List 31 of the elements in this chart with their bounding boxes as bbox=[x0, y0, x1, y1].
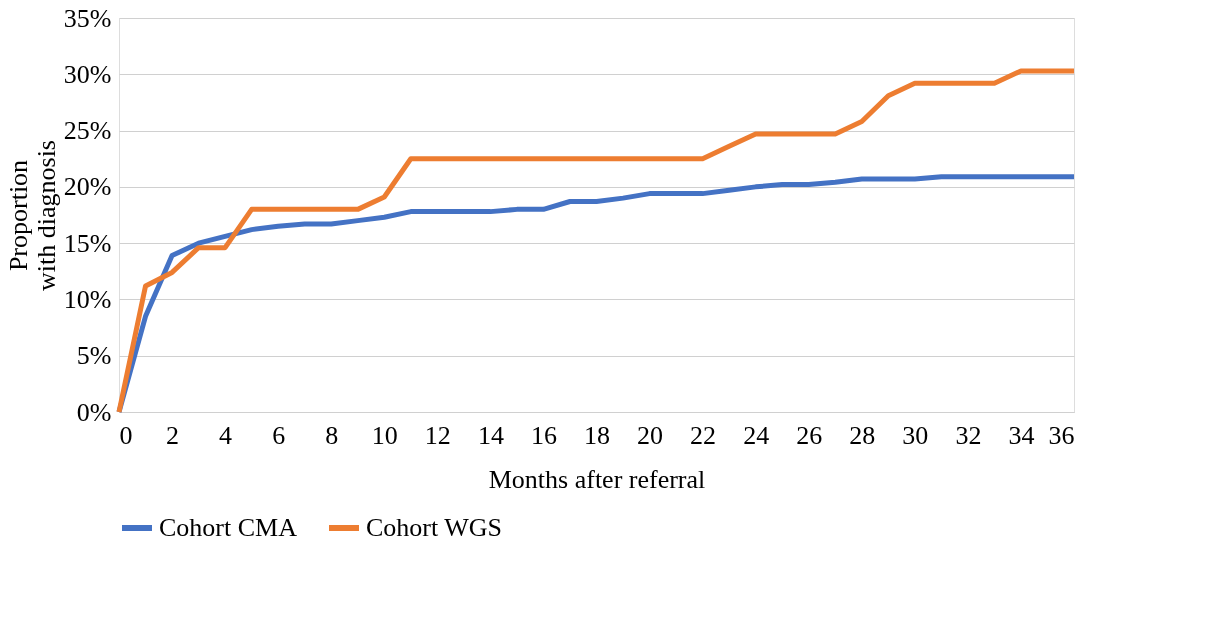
y-tick-label: 20% bbox=[63, 172, 112, 202]
x-tick-label: 16 bbox=[530, 420, 557, 450]
x-tick-label: 20 bbox=[637, 420, 664, 450]
x-tick-label: 2 bbox=[166, 420, 180, 450]
x-tick-label: 6 bbox=[272, 420, 286, 450]
x-tick-label: 14 bbox=[477, 420, 504, 450]
x-tick-label: 22 bbox=[690, 420, 717, 450]
y-tick-label: 5% bbox=[76, 341, 112, 371]
x-tick-label: 30 bbox=[902, 420, 929, 450]
y-tick-label: 25% bbox=[63, 116, 112, 146]
x-tick-label: 24 bbox=[743, 420, 770, 450]
legend-label: Cohort CMA bbox=[159, 513, 298, 542]
legend-label: Cohort WGS bbox=[366, 513, 503, 542]
x-tick-label: 26 bbox=[796, 420, 823, 450]
x-tick-label: 18 bbox=[584, 420, 610, 450]
y-tick-label: 0% bbox=[76, 397, 112, 427]
x-tick-label: 8 bbox=[325, 420, 339, 450]
x-tick-label: 4 bbox=[219, 420, 233, 450]
y-tick-label: 35% bbox=[63, 3, 112, 33]
x-tick-label: 12 bbox=[424, 420, 451, 450]
y-tick-label: 30% bbox=[63, 59, 112, 89]
y-tick-label: 15% bbox=[63, 228, 112, 258]
x-tick-label: 0 bbox=[119, 420, 133, 450]
x-tick-label: 32 bbox=[955, 420, 982, 450]
x-tick-label: 10 bbox=[371, 420, 398, 450]
x-tick-label: 36 bbox=[1048, 420, 1075, 450]
y-tick-label: 10% bbox=[63, 284, 112, 314]
x-tick-label: 28 bbox=[849, 420, 876, 450]
x-tick-label: 34 bbox=[1008, 420, 1035, 450]
y-axis-title: Proportion with diagnosis bbox=[3, 140, 61, 291]
x-axis-title: Months after referral bbox=[488, 464, 706, 494]
